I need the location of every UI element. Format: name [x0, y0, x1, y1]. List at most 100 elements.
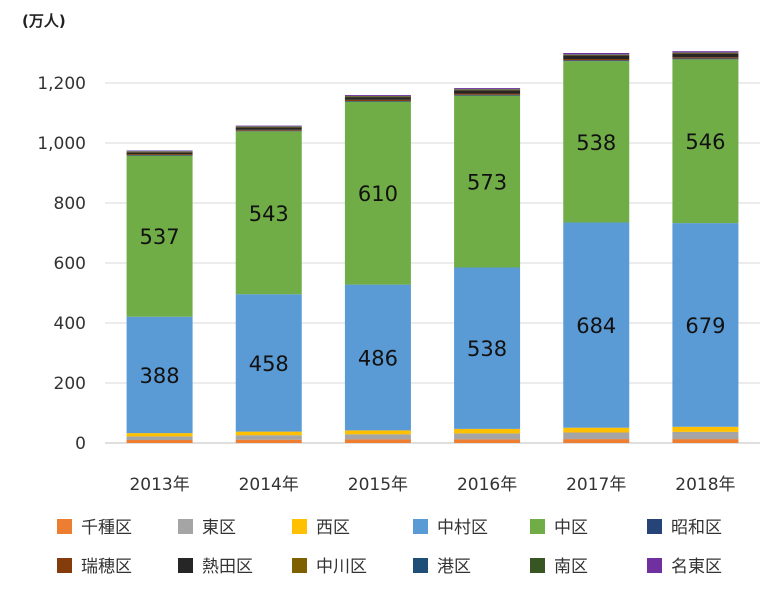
bar-segment: [344, 284, 411, 431]
legend-swatch: [647, 519, 662, 534]
data-label: 610: [358, 182, 398, 206]
legend-label: 瑞穂区: [81, 557, 132, 577]
bar-segment: [235, 127, 302, 130]
y-tick-label: 600: [54, 254, 86, 274]
bar-segment: [126, 436, 193, 440]
legend-swatch: [178, 519, 193, 534]
x-axis: 2013年 2014年 2015年 2016年 2017年 2018年: [129, 475, 735, 495]
bar-segment: [454, 94, 521, 96]
data-label: 388: [140, 364, 180, 388]
bar-segment: [235, 126, 302, 128]
bar-segment: [126, 154, 193, 155]
bar-segment: [344, 101, 411, 285]
bar-segment: [344, 101, 411, 102]
legend-item: 瑞穂区: [57, 557, 132, 577]
bar-segment: [563, 222, 630, 428]
legend-item: 中川区: [292, 557, 367, 577]
data-label: 538: [576, 131, 616, 155]
data-labels: 388 537 458 543 486 610 538 573 684 538 679 546: [140, 130, 726, 388]
data-label: 537: [140, 225, 180, 249]
legend-label: 中川区: [316, 557, 367, 577]
x-tick-label: 2013年: [129, 475, 189, 495]
y-axis: 0 200 400 600 800 1,000 1,200: [37, 74, 86, 454]
legend-swatch: [57, 558, 72, 573]
bar-segment: [563, 432, 630, 440]
bar-segment: [344, 434, 411, 440]
bar-segment: [235, 431, 302, 436]
bar-segment: [563, 61, 630, 223]
bar-segment: [672, 53, 739, 58]
legend-label: 熱田区: [202, 557, 253, 577]
bar-segment: [672, 51, 739, 53]
y-tick-label: 1,000: [37, 134, 86, 154]
bar-segment: [126, 155, 193, 156]
legend-item: 西区: [292, 518, 350, 538]
bar-segment: [454, 95, 521, 268]
x-tick-label: 2017年: [566, 475, 626, 495]
y-tick-label: 400: [54, 314, 86, 334]
legend-item: 熱田区: [178, 557, 253, 577]
bar-segment: [563, 55, 630, 59]
bar-segment: [235, 129, 302, 131]
bar-segment: [126, 151, 193, 153]
legend-item: 名東区: [647, 557, 722, 577]
bar-segment: [344, 439, 411, 443]
legend-label: 中村区: [437, 518, 488, 538]
bar-segment: [563, 59, 630, 61]
bar-segment: [454, 90, 521, 94]
legend-label: 中区: [554, 518, 588, 538]
bar-segment: [454, 88, 521, 89]
bar-segment: [672, 426, 739, 432]
bar-segment: [672, 439, 739, 443]
bar-segment: [235, 125, 302, 127]
bar-segment: [126, 152, 193, 155]
x-tick-label: 2016年: [457, 475, 517, 495]
data-label: 486: [358, 347, 398, 371]
bar-segment: [126, 155, 193, 317]
bar-segment: [454, 93, 521, 95]
legend-item: 中区: [530, 518, 588, 538]
legend-swatch: [292, 519, 307, 534]
data-label: 684: [576, 314, 616, 338]
legend-label: 千種区: [81, 518, 132, 538]
legend-swatch: [413, 519, 428, 534]
legend-label: 西区: [316, 518, 350, 538]
legend-swatch: [413, 558, 428, 573]
bar-segment: [344, 99, 411, 101]
data-label: 546: [685, 130, 725, 154]
bar-segment: [454, 433, 521, 440]
bar-segment: [344, 96, 411, 98]
legend-swatch: [57, 519, 72, 534]
data-label: 458: [249, 352, 289, 376]
legend-swatch: [530, 558, 545, 573]
bar-segment: [126, 440, 193, 443]
bar-segment: [344, 430, 411, 435]
bar-segment: [454, 428, 521, 434]
bar-segment: [672, 57, 739, 59]
bar-segment: [454, 89, 521, 91]
bar-segment: [454, 267, 521, 429]
data-label: 538: [467, 337, 507, 361]
bar-segment: [672, 431, 739, 440]
legend-item: 千種区: [57, 518, 132, 538]
bar-segment: [235, 131, 302, 295]
bar-segment: [344, 95, 411, 96]
data-label: 679: [685, 314, 725, 338]
bar-segment: [126, 316, 193, 434]
legend-label: 東区: [202, 518, 236, 538]
legend-swatch: [647, 558, 662, 573]
x-tick-label: 2015年: [348, 475, 408, 495]
gridlines: [105, 82, 760, 444]
legend-swatch: [292, 558, 307, 573]
bar-segment: [126, 150, 193, 152]
bar-segment: [126, 433, 193, 437]
data-label: 573: [467, 171, 507, 195]
bar-segment: [563, 53, 630, 55]
bar-segment: [235, 435, 302, 440]
y-tick-label: 200: [54, 374, 86, 394]
bar-segment: [563, 54, 630, 56]
legend-item: 東区: [178, 518, 236, 538]
bar-segment: [672, 59, 739, 224]
